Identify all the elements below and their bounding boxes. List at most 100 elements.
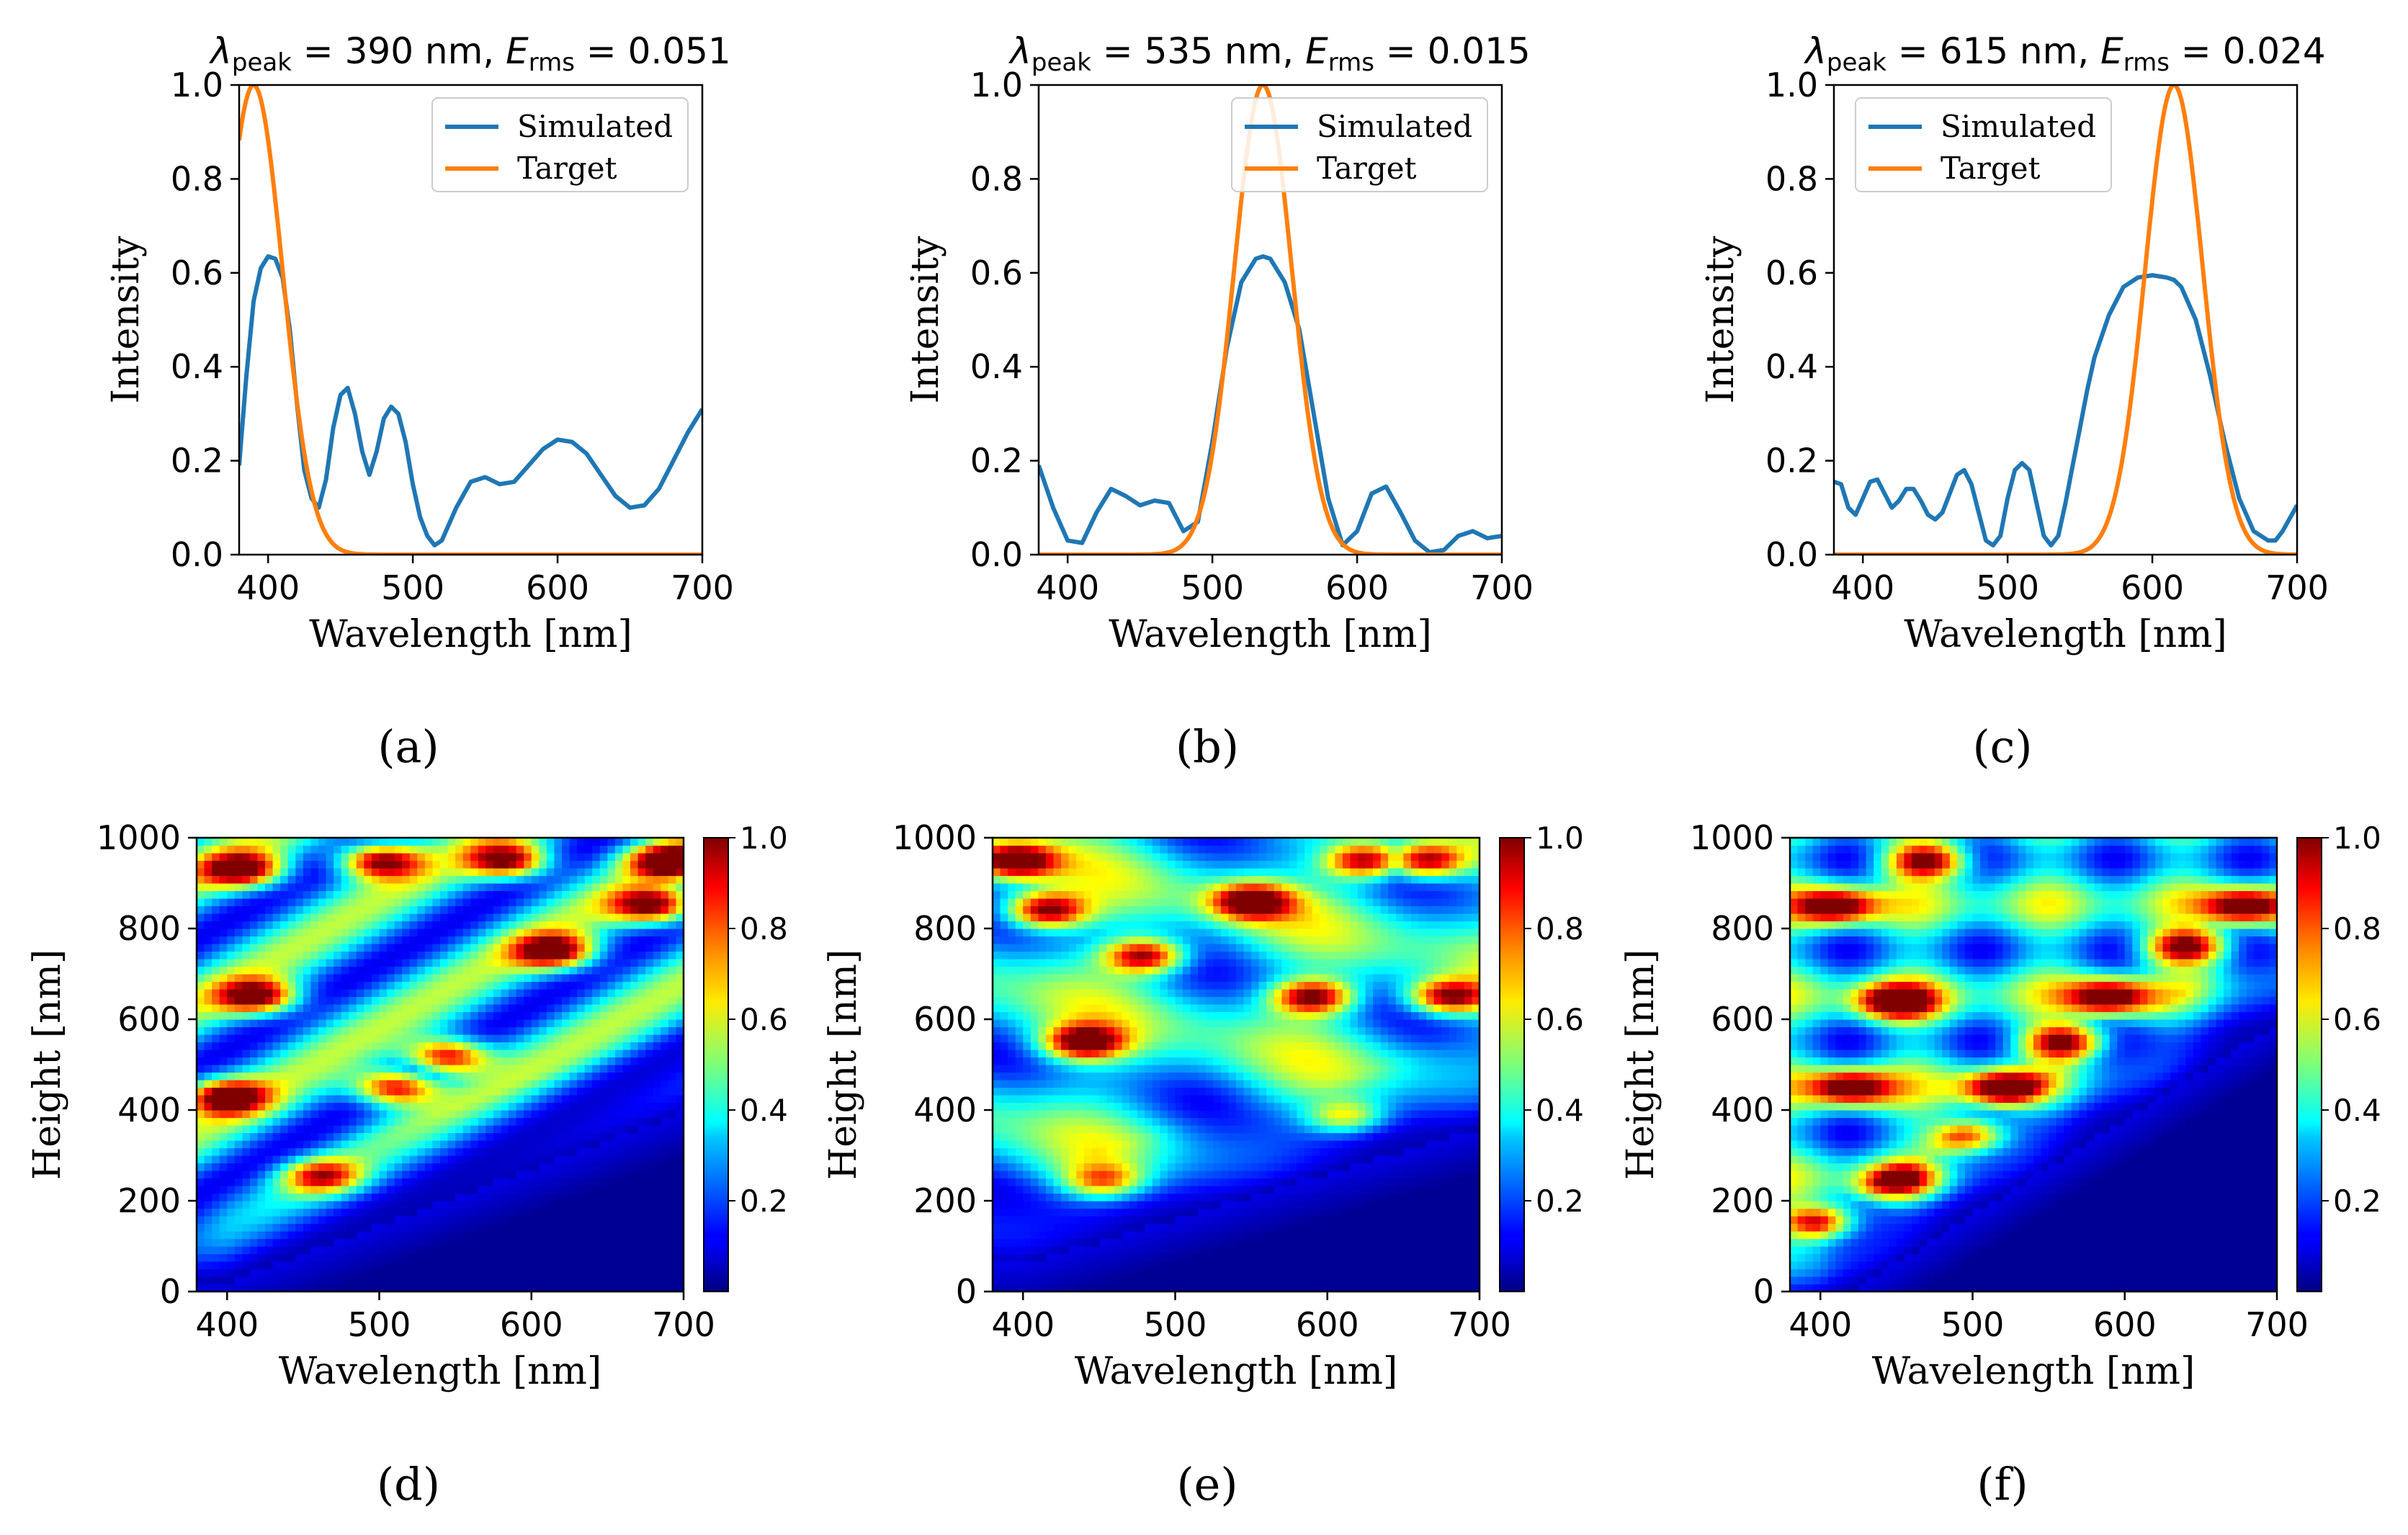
heat-cell <box>287 981 296 990</box>
heat-cell <box>501 974 509 983</box>
heat-cell <box>280 1201 289 1209</box>
heat-cell <box>554 883 563 892</box>
heat-cell <box>584 1102 593 1111</box>
heat-cell <box>455 1186 464 1194</box>
heat-cell <box>599 1231 608 1240</box>
axes-frame <box>1037 84 1503 556</box>
heat-cell <box>402 883 411 892</box>
heat-cell <box>524 1019 532 1028</box>
heat-cell <box>485 853 494 862</box>
heat-cell <box>310 1080 319 1088</box>
heat-cell <box>356 989 364 998</box>
heat-cell <box>584 1125 593 1134</box>
heat-cell <box>387 853 395 862</box>
heat-cell <box>318 1042 327 1050</box>
heat-cell <box>546 1050 555 1058</box>
heat-cell <box>622 1201 631 1209</box>
heat-cell <box>409 1268 418 1277</box>
heat-cell <box>668 1057 677 1065</box>
heat-cell <box>1098 875 1108 884</box>
heat-cell <box>1106 898 1115 907</box>
heat-cell <box>447 936 456 944</box>
heat-cell <box>614 1193 624 1201</box>
heat-cell <box>661 913 669 922</box>
heat-cell <box>227 1223 236 1232</box>
heat-cell <box>1030 989 1039 998</box>
heat-cell <box>653 1261 661 1270</box>
heat-cell <box>440 951 449 959</box>
heat-cell <box>1015 1065 1024 1073</box>
heat-cell <box>249 838 259 846</box>
heat-cell <box>470 921 479 929</box>
heat-cell <box>356 944 364 952</box>
heat-cell <box>493 1087 502 1096</box>
heat-cell <box>645 1171 654 1179</box>
heat-cell <box>379 1132 388 1141</box>
heat-cell <box>584 996 593 1005</box>
heat-cell <box>219 898 228 907</box>
heat-cell <box>356 1155 364 1164</box>
heat-cell <box>387 1110 395 1119</box>
heat-cell <box>432 853 441 862</box>
heat-cell <box>653 1147 661 1156</box>
heat-cell <box>326 845 334 854</box>
heat-cell <box>371 1026 380 1035</box>
heat-cell <box>440 1095 449 1104</box>
heat-cell <box>1008 1057 1016 1065</box>
heat-cell <box>447 868 456 877</box>
heat-cell <box>1083 1163 1092 1171</box>
heat-cell <box>295 875 304 884</box>
heat-cell <box>310 845 319 854</box>
heat-cell <box>1053 860 1062 869</box>
heat-cell <box>371 898 380 907</box>
heat-cell <box>622 1140 631 1149</box>
heat-cell <box>409 898 418 907</box>
heat-cell <box>356 853 364 862</box>
heat-cell <box>379 944 388 952</box>
heat-cell <box>509 1284 517 1292</box>
heat-cell <box>249 1117 259 1126</box>
heat-cell <box>310 868 319 877</box>
heat-cell <box>417 928 426 937</box>
heat-cell <box>219 1231 228 1240</box>
heat-cell <box>645 936 654 944</box>
heat-cell <box>577 1253 586 1262</box>
heat-cell <box>387 1087 395 1096</box>
heat-cell <box>653 1193 661 1201</box>
heat-cell <box>516 1216 524 1225</box>
heat-cell <box>509 921 517 929</box>
heat-cell <box>1083 959 1092 967</box>
heat-cell <box>509 1004 517 1013</box>
heat-cell <box>493 1080 502 1088</box>
heat-cell <box>478 944 486 952</box>
heat-cell <box>227 944 236 952</box>
heat-cell <box>219 996 228 1005</box>
heat-cell <box>531 1208 540 1217</box>
heat-cell <box>349 1246 357 1255</box>
heat-cell <box>1038 944 1047 952</box>
heat-cell <box>394 1019 403 1028</box>
heat-cell <box>668 1042 677 1050</box>
heat-cell <box>318 845 327 854</box>
heat-cell <box>501 1201 509 1209</box>
heat-cell <box>668 1216 677 1225</box>
heat-cell <box>1045 966 1055 975</box>
heat-cell <box>295 1050 304 1058</box>
heat-cell <box>447 1178 456 1186</box>
heat-cell <box>614 1171 624 1179</box>
heat-cell <box>387 1057 395 1065</box>
heat-cell <box>1076 1186 1085 1194</box>
heat-cell <box>676 1102 684 1111</box>
heat-cell <box>455 1026 464 1035</box>
heat-cell <box>197 989 205 998</box>
heat-cell <box>1091 1072 1100 1080</box>
heat-cell <box>592 875 601 884</box>
heat-cell <box>470 1072 479 1080</box>
heat-cell <box>622 1095 631 1104</box>
heat-cell <box>1076 928 1085 937</box>
heat-cell <box>379 1276 388 1285</box>
heat-cell <box>614 1208 624 1217</box>
heat-cell <box>637 921 646 929</box>
heat-cell <box>432 1186 441 1194</box>
heat-cell <box>1114 1163 1123 1171</box>
